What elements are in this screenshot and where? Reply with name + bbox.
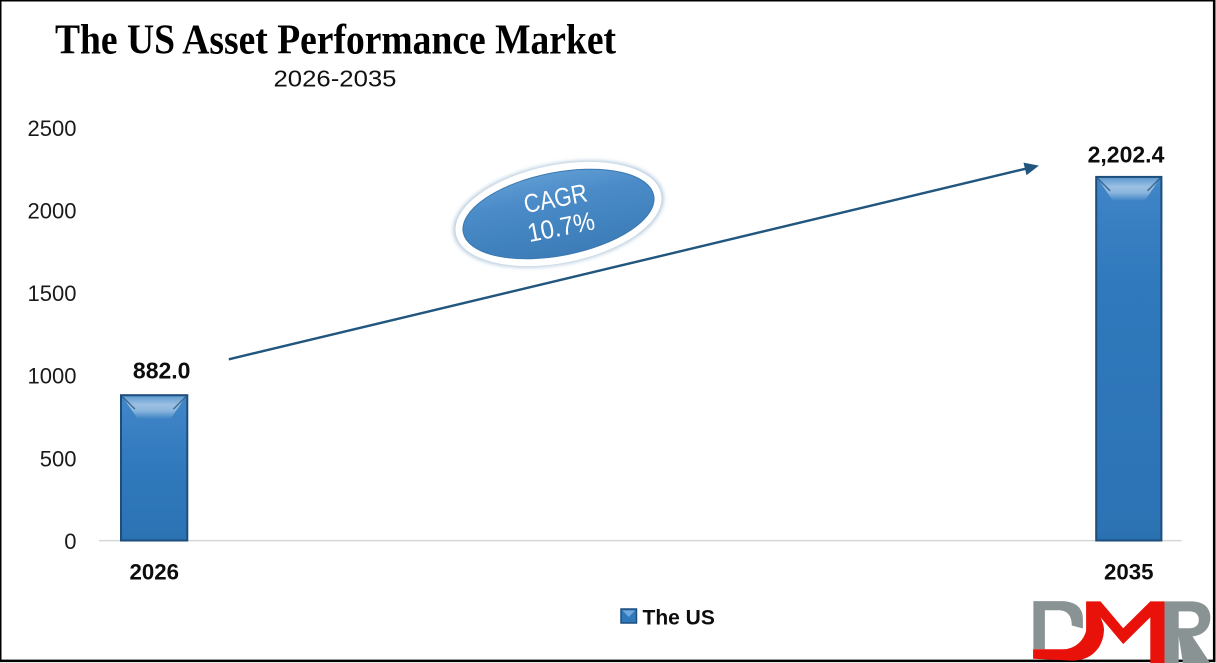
svg-text:882.0: 882.0 bbox=[133, 358, 191, 384]
svg-text:2026: 2026 bbox=[130, 559, 180, 584]
svg-text:0: 0 bbox=[64, 529, 76, 554]
svg-text:1500: 1500 bbox=[28, 281, 77, 306]
svg-text:1000: 1000 bbox=[28, 364, 77, 389]
svg-text:2035: 2035 bbox=[1104, 559, 1154, 584]
svg-text:500: 500 bbox=[40, 446, 77, 471]
svg-text:The US: The US bbox=[643, 607, 715, 630]
svg-text:2,202.4: 2,202.4 bbox=[1088, 142, 1165, 168]
svg-text:2026-2035: 2026-2035 bbox=[274, 66, 397, 92]
svg-text:2000: 2000 bbox=[28, 199, 77, 224]
svg-text:The US Asset Performance Marke: The US Asset Performance Market bbox=[55, 18, 616, 64]
svg-text:2500: 2500 bbox=[28, 116, 77, 141]
